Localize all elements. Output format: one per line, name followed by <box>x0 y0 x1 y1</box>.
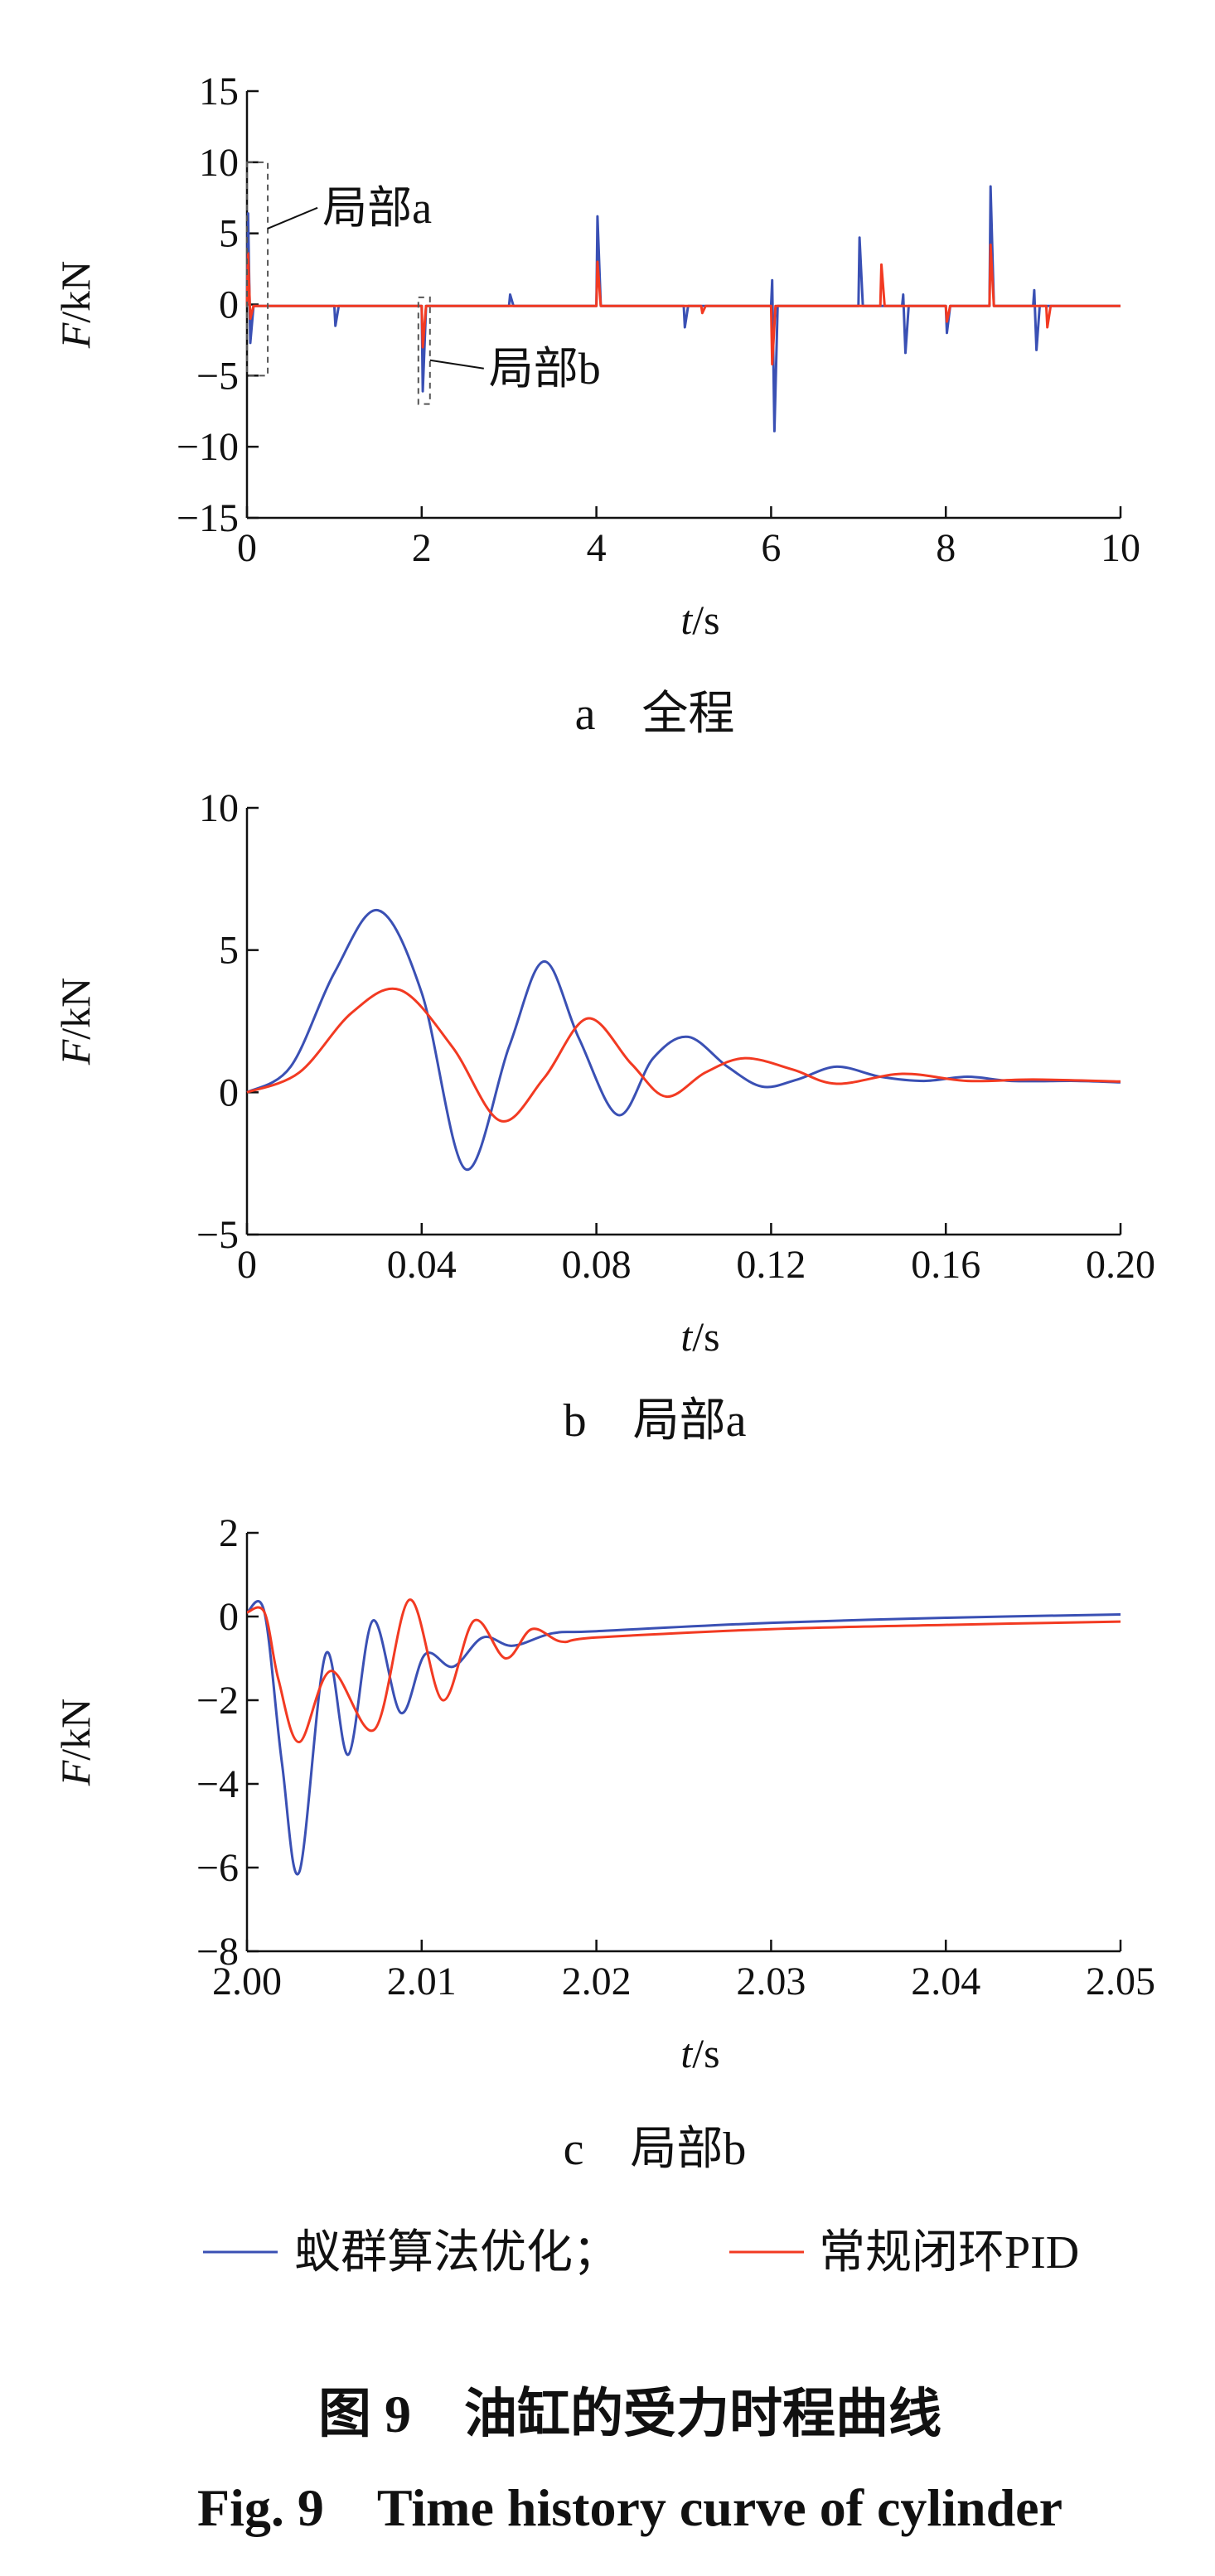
x-axis-unit: /s <box>692 1313 719 1360</box>
y-tick-label: 5 <box>219 929 239 973</box>
y-axis-title: F/kN <box>52 1699 99 1787</box>
x-tick-label: 0.12 <box>736 1243 806 1287</box>
x-tick-label: 0.08 <box>562 1243 632 1287</box>
callout-leader-a <box>267 206 318 230</box>
y-tick-label: −6 <box>196 1846 239 1890</box>
x-axis-var: t <box>680 597 693 643</box>
callout-leader-b <box>429 359 484 370</box>
x-tick-label: 0 <box>237 526 257 570</box>
figure-title-en: Fig. 9 Time history curve of cylinder <box>197 2478 1063 2537</box>
x-tick-label: 8 <box>936 526 956 570</box>
series-line-swarm <box>246 909 1121 1171</box>
y-tick-label: −5 <box>196 1213 239 1257</box>
series-line-pid <box>246 987 1121 1123</box>
y-tick-label: 0 <box>219 283 239 327</box>
y-tick-label: 2 <box>219 1511 239 1555</box>
y-tick-label: −2 <box>196 1679 239 1723</box>
x-tick-label: 2.03 <box>736 1960 806 2003</box>
x-tick-label: 0.16 <box>911 1243 980 1287</box>
x-axis-var: t <box>680 2030 693 2076</box>
y-axis-var: F <box>52 1039 99 1066</box>
chart-c-local-b: 2 0 −2 −4 −6 −82.00 2.01 2.02 2.03 2.04 2.05 t/s F/k… <box>52 1511 1155 2076</box>
x-tick-label: 0.20 <box>1086 1243 1155 1287</box>
x-tick-label: 2.04 <box>911 1960 980 2003</box>
x-tick-label: 2.05 <box>1086 1960 1155 2003</box>
y-tick-label: −5 <box>196 354 239 398</box>
x-axis-title: t/s <box>680 2030 719 2076</box>
x-axis-unit: /s <box>692 597 719 643</box>
series-line-pid <box>246 1598 1121 1743</box>
y-tick-label: 0 <box>219 1595 239 1639</box>
callout-label-b: 局部b <box>489 344 601 394</box>
y-axis-var: F <box>52 1760 99 1786</box>
y-tick-label: 10 <box>199 141 239 185</box>
legend-swarm-label: 蚁群算法优化； <box>294 2227 619 2279</box>
x-tick-label: 2.02 <box>562 1960 632 2003</box>
x-tick-label: 6 <box>761 526 781 570</box>
y-axis-title: F/kN <box>52 978 99 1066</box>
x-axis-title: t/s <box>680 597 719 643</box>
y-tick-label: 5 <box>219 212 239 256</box>
series-line-swarm <box>246 1600 1121 1876</box>
zoom-region-box-b <box>417 296 431 405</box>
y-axis-unit: /kN <box>52 1699 99 1761</box>
x-axis-var: t <box>680 1313 693 1360</box>
x-tick-label: 2.01 <box>387 1960 457 2003</box>
y-tick-label: −8 <box>196 1930 239 1974</box>
x-axis-title: t/s <box>680 1313 719 1360</box>
x-tick-label: 0.04 <box>387 1243 457 1287</box>
y-axis-title: F/kN <box>52 261 99 350</box>
caption-c: c 局部b <box>564 2124 747 2175</box>
y-tick-label: 15 <box>199 70 239 114</box>
y-tick-label: 0 <box>219 1071 239 1114</box>
y-axis-var: F <box>52 322 99 349</box>
y-axis-unit: /kN <box>52 261 99 323</box>
figure-title-cn: 图 9 油缸的受力时程曲线 <box>318 2385 942 2443</box>
y-tick-label: −4 <box>196 1762 239 1806</box>
x-tick-label: 10 <box>1101 526 1140 570</box>
x-tick-label: 4 <box>587 526 607 570</box>
x-tick-label: 2.00 <box>212 1960 282 2003</box>
x-tick-label: 0 <box>237 1243 257 1287</box>
series-line-pid <box>245 243 1121 366</box>
y-tick-label: −10 <box>177 425 239 469</box>
x-axis-unit: /s <box>692 2030 719 2076</box>
callout-label-a: 局部a <box>322 183 432 233</box>
legend: 蚁群算法优化； 常规闭环PID <box>203 2227 1079 2279</box>
y-axis-unit: /kN <box>52 978 99 1040</box>
legend-pid-label: 常规闭环PID <box>819 2227 1079 2279</box>
caption-b: b 局部a <box>564 1395 747 1447</box>
y-tick-label: −15 <box>177 496 239 540</box>
x-tick-label: 2 <box>412 526 432 570</box>
y-tick-label: 10 <box>199 786 239 830</box>
caption-a: a 全程 <box>575 689 735 740</box>
